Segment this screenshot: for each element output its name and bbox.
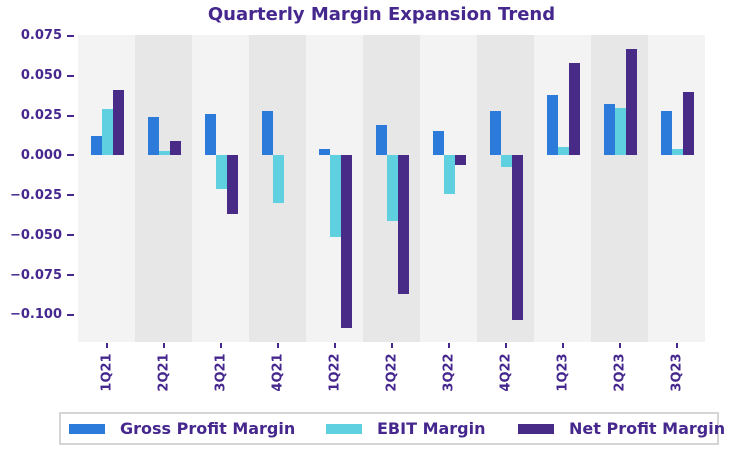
bar-ebit-margin-3q23 [672,149,683,156]
x-tick-label-1q23: 1Q23 [555,353,570,392]
bar-gross-profit-margin-2q23 [604,104,615,156]
y-tick-mark [67,154,74,157]
x-tick-mark [105,343,108,348]
x-tick-label-2q22: 2Q22 [384,353,399,392]
x-tick-label-4q21: 4Q21 [270,353,285,392]
bar-net-profit-margin-3q23 [683,91,694,156]
bar-ebit-margin-4q21 [273,155,284,204]
bar-gross-profit-margin-3q23 [661,110,672,156]
bar-gross-profit-margin-2q21 [148,117,159,156]
legend-item-ebit-margin: EBIT Margin [326,414,486,443]
x-tick-mark [276,343,279,348]
bar-ebit-margin-4q22 [501,155,512,167]
x-tick-mark [561,343,564,348]
y-tick-mark [67,194,74,197]
plot-band-3q23 [648,35,705,342]
x-tick-label-3q22: 3Q22 [441,353,456,392]
x-tick-label-3q21: 3Q21 [213,353,228,392]
y-tick-label: 0.000 [20,147,62,163]
y-tick-mark [67,34,74,37]
bar-gross-profit-margin-1q21 [91,136,102,156]
plot-band-2q23 [591,35,648,342]
plot-band-2q21 [135,35,192,342]
bar-net-profit-margin-2q23 [626,48,637,156]
bar-gross-profit-margin-4q22 [490,110,501,156]
legend: Gross Profit Margin EBIT Margin Net Profit… [59,412,725,445]
legend-label: Net Profit Margin [569,419,726,438]
y-tick-label: 0.025 [20,108,62,124]
y-tick-label: −0.100 [9,307,62,323]
legend-item-gross-profit-margin: Gross Profit Margin [69,414,295,443]
bar-gross-profit-margin-3q21 [205,113,216,156]
y-tick-mark [67,313,74,316]
y-tick-mark [67,234,74,237]
y-tick-mark [67,74,74,77]
bar-ebit-margin-1q21 [102,109,113,156]
x-tick-mark [618,343,621,348]
bar-gross-profit-margin-4q21 [262,110,273,156]
bar-net-profit-margin-3q22 [455,155,466,165]
bar-net-profit-margin-2q22 [398,155,409,295]
bar-net-profit-margin-1q22 [341,155,352,328]
x-tick-mark [504,343,507,348]
y-tick-label: −0.075 [9,267,62,283]
plot-band-1q21 [78,35,135,342]
x-tick-label-2q23: 2Q23 [612,353,627,392]
x-tick-label-3q23: 3Q23 [669,353,684,392]
x-tick-mark [162,343,165,348]
legend-label: Gross Profit Margin [120,419,296,438]
plot-area [78,35,705,342]
plot-band-4q22 [477,35,534,342]
bar-ebit-margin-3q22 [444,155,455,194]
x-tick-label-2q21: 2Q21 [156,353,171,392]
bar-ebit-margin-2q21 [159,150,170,156]
x-tick-mark [333,343,336,348]
y-tick-label: −0.050 [9,227,62,243]
legend-item-net-profit-margin: Net Profit Margin [518,414,725,443]
y-tick-label: 0.050 [20,68,62,84]
y-tick-mark [67,274,74,277]
legend-swatch-icon [69,423,105,434]
bar-ebit-margin-3q21 [216,155,227,189]
bar-net-profit-margin-2q21 [170,141,181,156]
bar-gross-profit-margin-3q22 [433,131,444,156]
x-tick-mark [219,343,222,348]
x-tick-label-1q22: 1Q22 [327,353,342,392]
x-tick-mark [675,343,678,348]
bar-ebit-margin-2q22 [387,155,398,221]
x-tick-label-1q21: 1Q21 [99,353,114,392]
bar-ebit-margin-1q22 [330,155,341,237]
bar-net-profit-margin-1q23 [569,62,580,156]
bar-net-profit-margin-4q22 [512,155,523,320]
legend-swatch-icon [518,423,554,434]
x-tick-mark [447,343,450,348]
bar-ebit-margin-1q23 [558,147,569,156]
bar-gross-profit-margin-1q23 [547,94,558,156]
x-tick-label-4q22: 4Q22 [498,353,513,392]
plot-band-1q23 [534,35,591,342]
x-tick-mark [390,343,393,348]
bar-ebit-margin-2q23 [615,107,626,156]
legend-swatch-icon [326,423,362,434]
y-tick-label: −0.025 [9,187,62,203]
bar-gross-profit-margin-2q22 [376,125,387,156]
bar-net-profit-margin-1q21 [113,90,124,156]
bar-net-profit-margin-3q21 [227,155,238,215]
bar-gross-profit-margin-1q22 [319,149,330,156]
y-tick-mark [67,114,74,117]
chart-title: Quarterly Margin Expansion Trend [207,4,556,25]
y-tick-label: 0.075 [20,28,62,44]
legend-label: EBIT Margin [377,419,486,438]
